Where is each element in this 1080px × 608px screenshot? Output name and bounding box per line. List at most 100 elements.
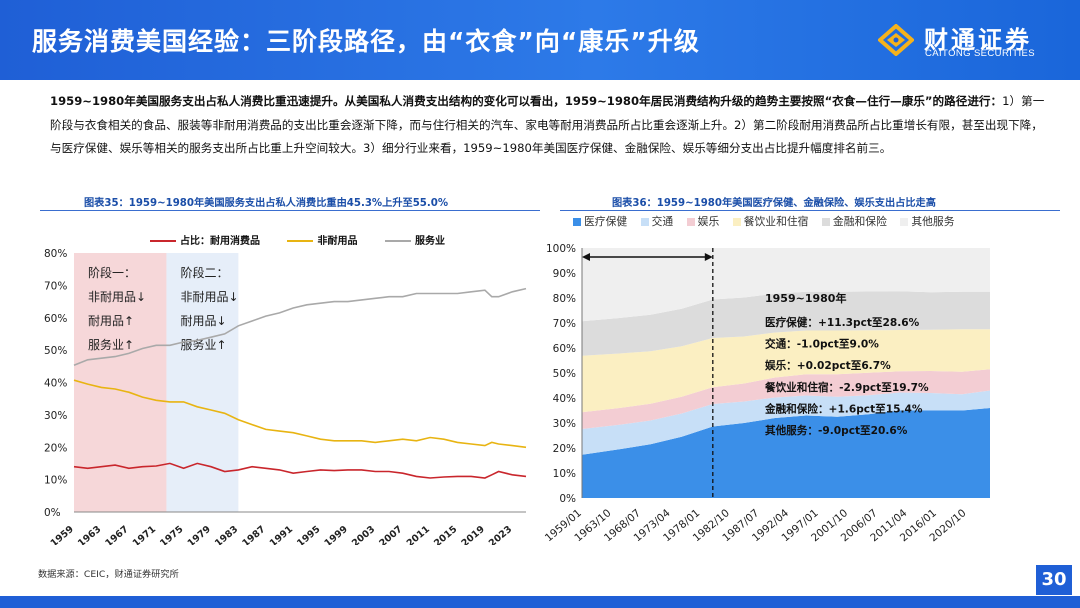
annotation-line: 医疗保健：+11.3pct至28.6% [765,316,920,329]
y-tick-label: 50% [553,368,576,380]
y-tick-label: 90% [553,268,576,280]
x-tick-label: 2003 [350,524,377,545]
y-tick-label: 30% [553,418,576,430]
x-tick-label: 1959 [49,524,76,545]
y-tick-label: 30% [44,410,67,422]
y-tick-label: 10% [553,468,576,480]
annotation-line: 交通：-1.0pct至9.0% [765,338,879,351]
chart-35-line-chart: 阶段一：非耐用品↓耐用品↑服务业↑阶段二：非耐用品↓耐用品↓服务业↑0%10%2… [44,248,527,545]
legend-label: 金融和保险 [832,215,887,228]
legend-swatch [821,218,830,226]
area-series-5 [582,291,990,356]
annotation-line: 金融和保险：+1.6pct至15.4% [764,402,923,415]
logo-text-en: CAITONG SECURITIES [925,48,1035,59]
x-tick-label: 1991 [268,524,295,545]
area-series-4 [582,329,990,413]
legend-label: 娱乐 [697,215,720,228]
y-tick-label: 70% [553,318,576,330]
x-tick-label: 1999 [323,524,350,545]
y-tick-label: 50% [44,345,67,357]
intro-rest: 1）第一阶段与衣食相关的食品、服装等非耐用消费品的支出比重会逐渐下降，而与住行相… [50,94,1045,156]
page-number: 30 [1036,565,1072,595]
stage-1-note: 耐用品↑ [88,314,134,328]
footer-bar [0,596,1080,608]
stage-2-band [166,253,239,512]
arrow-head-left [582,253,590,261]
y-tick-label: 10% [44,475,67,487]
caitong-logo-icon [878,24,914,56]
legend-swatch [150,240,176,242]
legend-label: 服务业 [414,236,445,247]
legend-label: 交通 [651,215,674,228]
x-tick-label: 2007 [377,524,404,545]
annotation-line: 娱乐：+0.02pct至6.7% [765,359,891,372]
y-tick-label: 70% [44,280,67,292]
annotation-line: 餐饮业和住宿：-2.9pct至19.7% [764,381,929,394]
series-line-1 [73,462,527,479]
chart-36-title: 图表36：1959~1980年美国医疗保健、金融保险、娱乐支出占比走高 [612,198,936,209]
legend-swatch [287,240,314,242]
legend-swatch [573,218,581,226]
area-series-3 [582,369,990,429]
x-tick-label: 1971 [131,524,158,545]
legend-item: 金融和保险 [821,213,887,229]
y-tick-label: 20% [553,443,576,455]
y-tick-label: 20% [44,442,67,454]
x-tick-label: 2011 [405,524,432,545]
legend-label: 医疗保健 [584,215,628,228]
chart-36-divider [560,210,1060,211]
x-tick-label: 2015 [432,524,459,545]
company-logo: 财通证券 CAITONG SECURITIES [878,20,1058,60]
legend-item: 占比：耐用消费品 [150,232,260,247]
legend-swatch [900,218,909,226]
arrow-head-right [704,253,713,261]
x-tick-label: 1975 [158,524,185,545]
y-tick-label: 0% [559,493,576,505]
x-tick-label: 1983 [213,524,240,545]
legend-swatch [686,218,695,226]
stage-2-label: 阶段二： [180,265,228,280]
data-source: 数据来源：CEIC，财通证券研究所 [38,569,179,580]
legend-item: 医疗保健 [573,213,627,229]
legend-item: 非耐用品 [287,232,357,247]
legend-label: 占比：耐用消费品 [180,236,260,247]
y-tick-label: 0% [44,507,61,519]
stage-1-note: 服务业↑ [88,337,134,352]
y-tick-label: 60% [44,313,67,325]
y-tick-label: 40% [44,378,67,390]
y-tick-label: 100% [546,243,576,255]
intro-bold: 1959~1980年美国服务支出占私人消费比重迅速提升。从美国私人消费支出结构的… [50,94,1003,108]
legend-item: 服务业 [384,232,445,247]
page-title: 服务消费美国经验：三阶段路径，由“衣食”向“康乐”升级 [32,27,700,56]
legend-label: 餐饮业和住宿 [743,215,809,228]
header-bar: 服务消费美国经验：三阶段路径，由“衣食”向“康乐”升级 财通证券 CAITONG… [0,0,1080,80]
series-line-3 [73,287,527,367]
legend-item: 娱乐 [686,213,720,229]
stage-1-label: 阶段一： [88,265,136,280]
x-tick-label: 2019 [460,524,487,545]
annotation-title: 1959~1980年 [765,291,846,305]
area-series-6 [582,248,990,322]
legend-label: 其他服务 [911,215,955,228]
chart-36-legend: 医疗保健 交通 娱乐 餐饮业和住宿 金融和保险 其他服务 [573,213,965,229]
x-tick-label: 2023 [487,524,514,545]
annotation-line: 其他服务：-9.0pct至20.6% [765,424,908,437]
x-tick-label: 1979 [186,524,213,545]
legend-item: 其他服务 [900,213,955,229]
y-tick-label: 60% [553,343,576,355]
stage-2-note: 耐用品↓ [180,314,226,328]
legend-item: 餐饮业和住宿 [732,213,809,229]
x-tick-label: 1995 [295,524,322,545]
chart-36-area-chart: 0%10%20%30%40%50%60%70%80%90%100%1959/01… [543,243,990,544]
x-tick-label: 1967 [103,524,130,545]
x-tick-label: 1963 [76,524,103,545]
area-series-1 [582,408,990,498]
stage-2-note: 非耐用品↓ [180,290,238,304]
chart-35-legend: 占比：耐用消费品 非耐用品 服务业 [150,232,469,247]
legend-swatch [732,218,741,226]
stage-1-note: 非耐用品↓ [88,290,146,304]
series-line-2 [73,379,527,449]
legend-swatch [384,240,411,242]
legend-item: 交通 [640,213,674,229]
intro-paragraph: 1959~1980年美国服务支出占私人消费比重迅速提升。从美国私人消费支出结构的… [50,90,1048,161]
